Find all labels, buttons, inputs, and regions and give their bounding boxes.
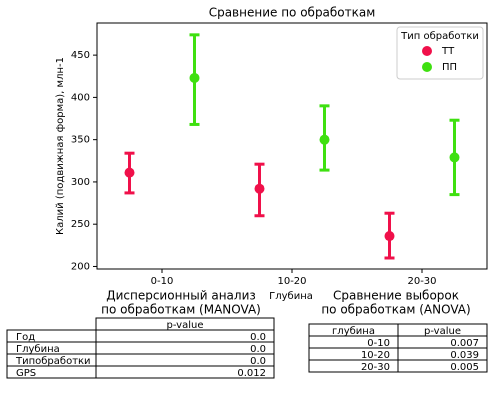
table-cell-text: 0.012 [237, 368, 266, 379]
point [384, 231, 395, 242]
table-title: по обработкам (MANOVA) [101, 303, 261, 317]
table-cell-text: Глубина [16, 344, 60, 355]
point [449, 152, 460, 163]
x-tick-label: 20-30 [407, 276, 436, 287]
table-cell-text: 0-10 [367, 338, 390, 349]
point [319, 134, 330, 145]
x-tick-label: 0-10 [151, 276, 174, 287]
y-tick-label: 400 [71, 92, 90, 103]
table-cell [95, 353, 275, 367]
table-cell-text: 0.0 [250, 332, 266, 343]
y-tick-label: 300 [71, 177, 90, 188]
x-tick-label: 10-20 [277, 276, 306, 287]
y-tick-label: 200 [71, 261, 90, 272]
table-cell-text: 10-20 [361, 350, 390, 361]
legend-title: Тип обработки [400, 31, 479, 42]
table-cell-text: Год [16, 332, 35, 343]
table-cell [95, 329, 275, 343]
table-cell-text: 0.0 [250, 344, 266, 355]
table-cell-text: Типобработки [15, 356, 91, 367]
legend-box [396, 26, 484, 80]
table-header: глубина [332, 326, 375, 337]
legend-marker [422, 62, 432, 72]
table-cell [397, 359, 488, 373]
chart-title: Сравнение по обработкам [209, 6, 376, 20]
legend-marker [422, 46, 432, 56]
table-title: по обработкам (ANOVA) [321, 303, 470, 317]
point [254, 183, 265, 194]
y-tick-label: 350 [71, 135, 90, 146]
table-cell-text: 0.039 [450, 350, 479, 361]
table-cell [95, 341, 275, 355]
y-tick-label: 450 [71, 50, 90, 61]
table-title: Сравнение выборок [333, 289, 459, 303]
y-axis-label: Калий (подвижная форма), млн-1 [55, 57, 66, 235]
table-cell-text: 0.007 [450, 338, 479, 349]
table-header: p-value [166, 320, 203, 331]
y-tick-label: 250 [71, 219, 90, 230]
point [189, 72, 200, 83]
x-axis-label: Глубина [269, 291, 313, 302]
table-header: p-value [424, 326, 461, 337]
table-cell-text: 0.005 [450, 362, 479, 373]
table-cell [95, 365, 275, 379]
table-cell-text: 20-30 [361, 362, 390, 373]
table-cell-text: 0.0 [250, 356, 266, 367]
table-title: Дисперсионный анализ [106, 289, 256, 303]
legend-label: ТТ [441, 46, 455, 57]
table-cell-text: GPS [16, 368, 36, 379]
legend-label: ПП [442, 62, 457, 73]
point [124, 167, 135, 178]
